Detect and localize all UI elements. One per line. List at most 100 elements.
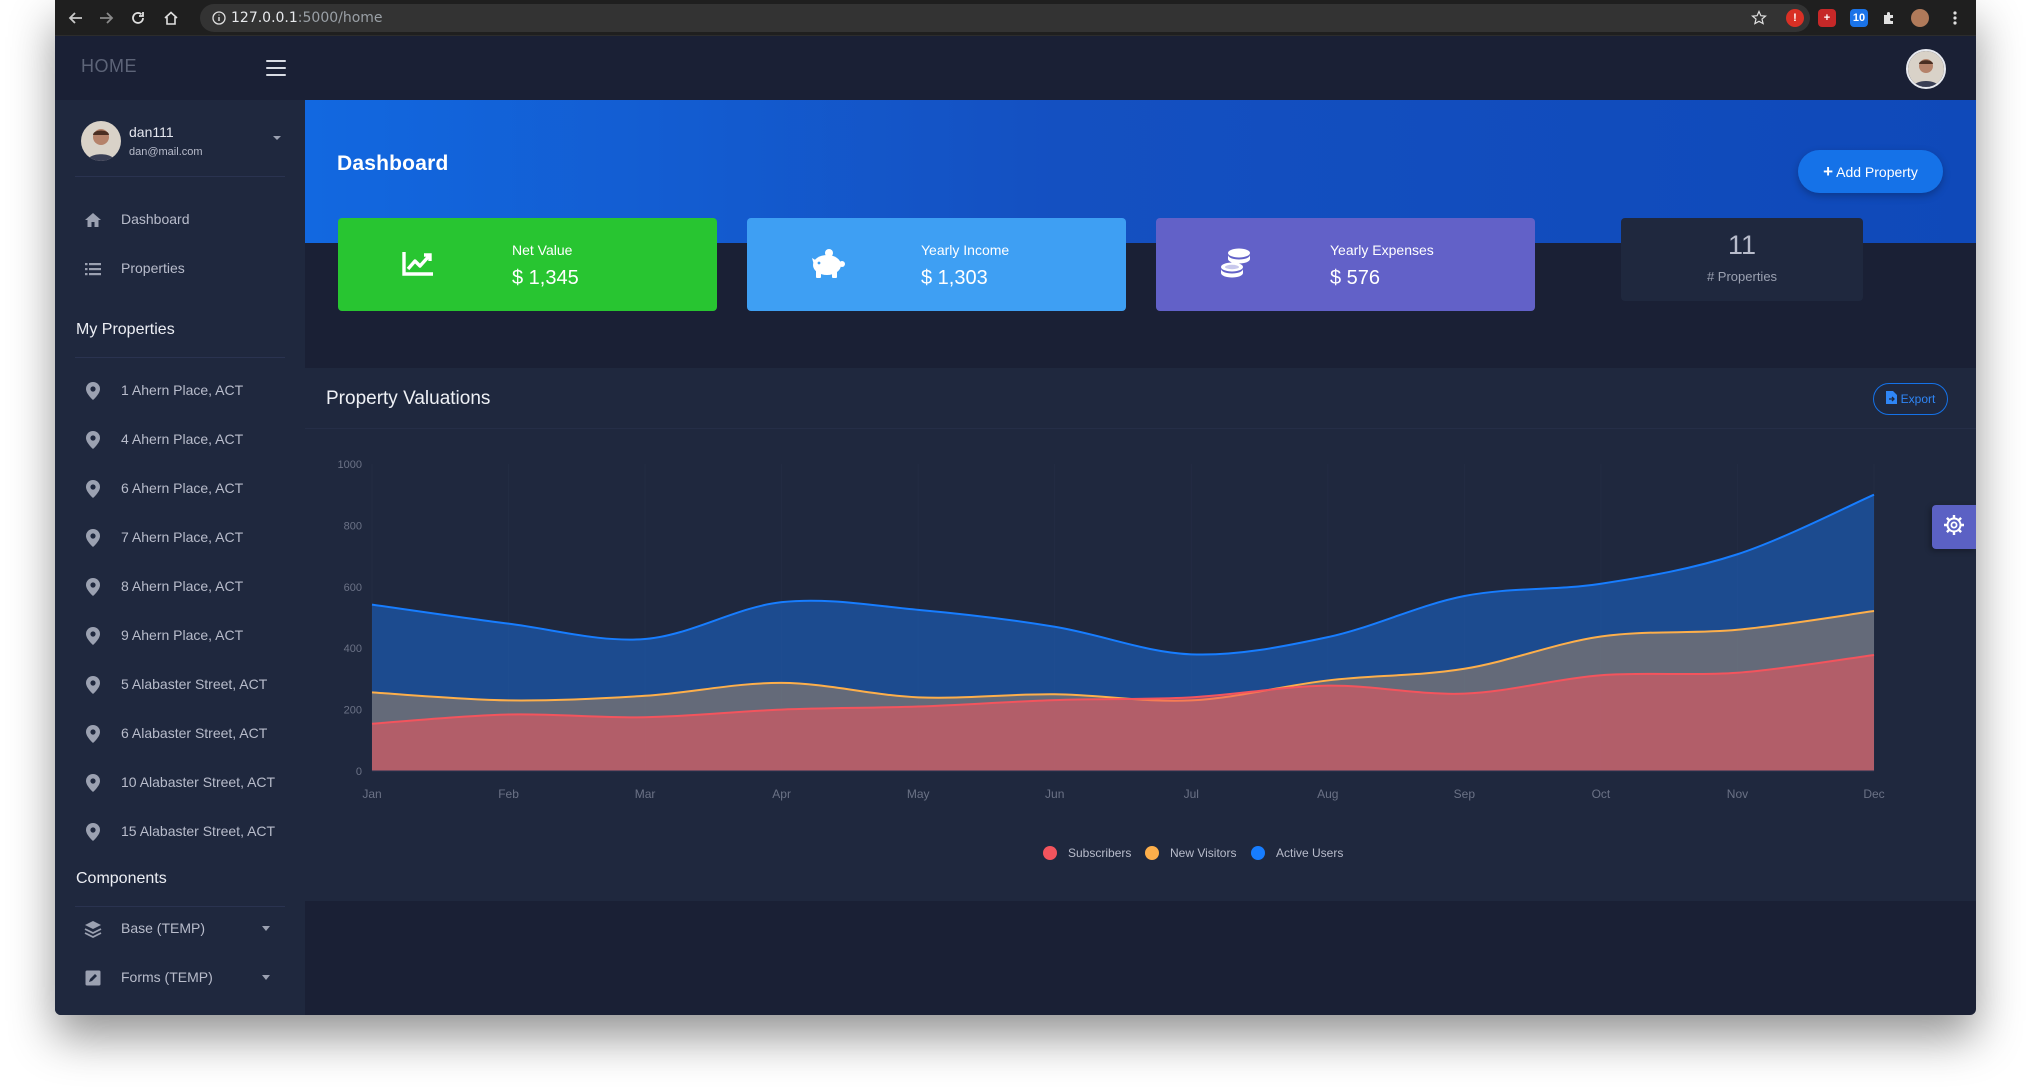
legend-item[interactable]: Active Users <box>1251 846 1343 860</box>
map-marker-icon <box>83 430 103 450</box>
legend-dot <box>1145 846 1159 860</box>
y-tick-label: 0 <box>356 766 362 778</box>
map-marker-icon <box>83 773 103 793</box>
map-marker-icon <box>83 675 103 695</box>
y-tick-label: 400 <box>344 643 362 655</box>
sidebar-item-property[interactable]: 7 Ahern Place, ACT <box>55 518 305 558</box>
x-tick-label: Feb <box>498 787 519 801</box>
legend-label: New Visitors <box>1170 846 1237 860</box>
sidebar-item-label: 9 Ahern Place, ACT <box>121 627 244 643</box>
sidebar-item-property[interactable]: 9 Ahern Place, ACT <box>55 616 305 656</box>
edit-icon <box>83 968 103 988</box>
info-icon[interactable] <box>205 0 233 36</box>
page-title: Dashboard <box>337 152 449 175</box>
url-text[interactable]: 127.0.0.1:5000/home <box>231 0 383 36</box>
avatar[interactable] <box>1906 49 1946 89</box>
avatar <box>81 121 121 161</box>
x-tick-label: Jun <box>1045 787 1064 801</box>
browser-toolbar: 127.0.0.1:5000/home ! + 10 <box>55 0 1976 36</box>
properties-count-label: # Properties <box>1706 269 1778 284</box>
stat-card-properties: 11 # Properties <box>1621 218 1863 301</box>
add-property-button[interactable]: + Add Property <box>1798 150 1943 193</box>
export-button[interactable]: Export <box>1873 383 1948 415</box>
sidebar-item-label: 8 Ahern Place, ACT <box>121 578 244 594</box>
map-marker-icon <box>83 479 103 499</box>
extension-calendar-icon[interactable]: 10 <box>1850 9 1868 27</box>
extension-plus-icon[interactable]: + <box>1818 9 1836 27</box>
legend-dot <box>1043 846 1057 860</box>
reload-icon[interactable] <box>123 0 153 36</box>
x-tick-label: May <box>907 787 930 801</box>
x-tick-label: Oct <box>1592 787 1611 801</box>
x-tick-label: Jan <box>362 787 381 801</box>
stat-label: Yearly Income <box>921 242 1010 258</box>
legend-item[interactable]: Subscribers <box>1043 846 1131 860</box>
hamburger-menu-icon[interactable] <box>266 60 286 76</box>
x-tick-label: Mar <box>635 787 656 801</box>
map-marker-icon <box>83 528 103 548</box>
legend-dot <box>1251 846 1265 860</box>
star-icon[interactable] <box>1744 0 1774 36</box>
sidebar-item-label: 10 Alabaster Street, ACT <box>121 774 276 790</box>
sidebar-item-property[interactable]: 6 Ahern Place, ACT <box>55 469 305 509</box>
kebab-menu-icon[interactable] <box>1940 0 1970 36</box>
properties-count: 11 <box>1727 230 1757 260</box>
sidebar-item-property[interactable]: 10 Alabaster Street, ACT <box>55 763 305 803</box>
stat-label: Net Value <box>512 242 573 258</box>
sidebar-item-label: 4 Ahern Place, ACT <box>121 431 244 447</box>
sidebar-item-base[interactable]: Base (TEMP) <box>55 909 305 949</box>
map-marker-icon <box>83 577 103 597</box>
sidebar-item-property[interactable]: 4 Ahern Place, ACT <box>55 420 305 460</box>
logo-header: HOME <box>55 36 305 100</box>
back-arrow-icon[interactable] <box>61 0 91 36</box>
card-title: Property Valuations <box>326 388 491 409</box>
components-heading: Components <box>76 870 167 887</box>
sidebar-item-property[interactable]: 1 Ahern Place, ACT <box>55 371 305 411</box>
sidebar-item-label: Dashboard <box>121 211 190 227</box>
piggy-bank-icon <box>807 246 847 282</box>
layers-icon <box>83 919 103 939</box>
x-tick-label: Apr <box>772 787 791 801</box>
stat-value: $ 576 <box>1330 267 1381 289</box>
settings-gear-button[interactable] <box>1932 505 1976 549</box>
chevron-down-icon <box>262 926 270 931</box>
sidebar-item-property[interactable]: 5 Alabaster Street, ACT <box>55 665 305 705</box>
property-valuations-card: Property Valuations Export 0 200 400 600 800… <box>305 368 1976 901</box>
url-path: :5000/home <box>297 10 383 26</box>
stat-card-net-value: Net Value $ 1,345 <box>338 218 717 311</box>
sidebar-item-properties[interactable]: Properties <box>55 249 305 289</box>
address-bar[interactable] <box>200 4 1810 32</box>
sidebar-item-dashboard[interactable]: Dashboard <box>55 200 305 240</box>
sidebar-item-label: 1 Ahern Place, ACT <box>121 382 244 398</box>
y-tick-label: 800 <box>344 520 362 532</box>
sidebar-item-property[interactable]: 8 Ahern Place, ACT <box>55 567 305 607</box>
sidebar-item-forms[interactable]: Forms (TEMP) <box>55 958 305 998</box>
home-icon[interactable] <box>156 0 186 36</box>
sidebar-item-property[interactable]: 6 Alabaster Street, ACT <box>55 714 305 754</box>
y-tick-label: 600 <box>344 582 362 594</box>
line-subscribers <box>371 653 1875 725</box>
user-profile[interactable]: dan111 dan@mail.com <box>55 118 305 178</box>
my-properties-heading: My Properties <box>76 321 175 338</box>
chevron-down-icon[interactable] <box>273 136 281 140</box>
legend-label: Subscribers <box>1068 846 1132 860</box>
y-tick-label: 200 <box>344 705 362 717</box>
stat-value: $ 1,345 <box>512 267 579 289</box>
plus-icon: + <box>1823 161 1834 181</box>
logo[interactable]: HOME <box>81 56 137 76</box>
legend-label: Active Users <box>1276 846 1344 860</box>
profile-icon[interactable] <box>1911 9 1929 27</box>
sidebar-item-property[interactable]: 15 Alabaster Street, ACT <box>55 812 305 852</box>
sidebar-item-label: Base (TEMP) <box>121 920 206 936</box>
area-subscribers <box>372 654 1874 771</box>
top-navbar <box>305 36 1976 100</box>
sidebar-item-label: 6 Alabaster Street, ACT <box>121 725 268 741</box>
user-email: dan@mail.com <box>129 146 203 158</box>
puzzle-icon[interactable] <box>1874 0 1904 36</box>
sidebar-item-label: 15 Alabaster Street, ACT <box>121 823 276 839</box>
extension-red-icon[interactable]: ! <box>1786 9 1804 27</box>
forward-arrow-icon[interactable] <box>91 0 121 36</box>
legend-item[interactable]: New Visitors <box>1145 846 1236 860</box>
map-marker-icon <box>83 822 103 842</box>
divider <box>75 357 285 358</box>
